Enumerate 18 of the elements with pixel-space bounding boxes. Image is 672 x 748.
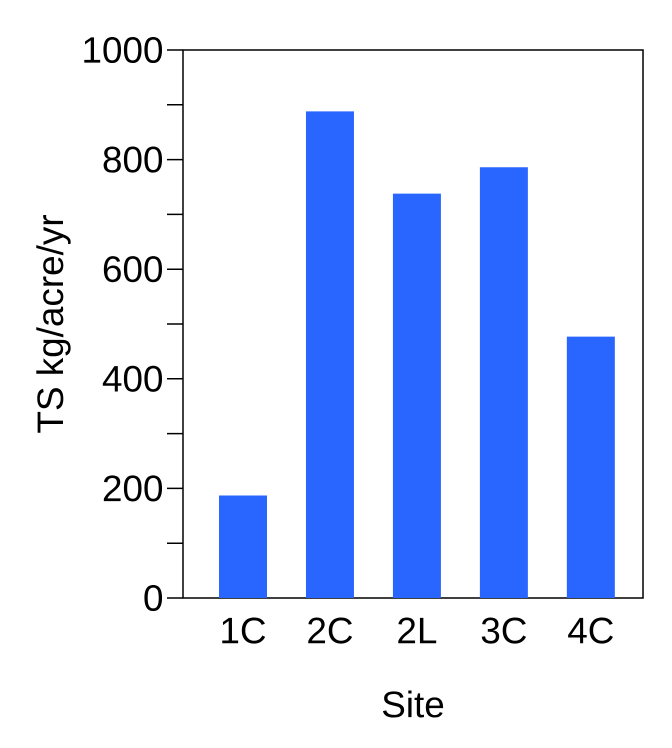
- y-tick-label: 0: [144, 584, 162, 612]
- bar: [306, 111, 354, 598]
- y-tick-label: 1000: [84, 36, 162, 64]
- x-axis-title: Site: [382, 690, 444, 718]
- x-tick-label: 2C: [308, 618, 352, 644]
- bar: [480, 167, 528, 598]
- x-tick-label: 3C: [482, 618, 526, 644]
- bar: [392, 194, 441, 598]
- y-axis-title: TS kg/acre/yr: [36, 215, 71, 433]
- x-tick-label: 2L: [398, 618, 436, 644]
- y-tick-label: 400: [102, 366, 162, 392]
- y-tick-label: 600: [104, 256, 162, 282]
- y-tick-label: 200: [104, 475, 162, 502]
- y-tick-label: 800: [104, 146, 162, 173]
- bar: [566, 336, 615, 598]
- x-tick-label: 4C: [568, 618, 613, 644]
- x-tick-label: 1C: [222, 618, 266, 644]
- bar: [219, 496, 268, 598]
